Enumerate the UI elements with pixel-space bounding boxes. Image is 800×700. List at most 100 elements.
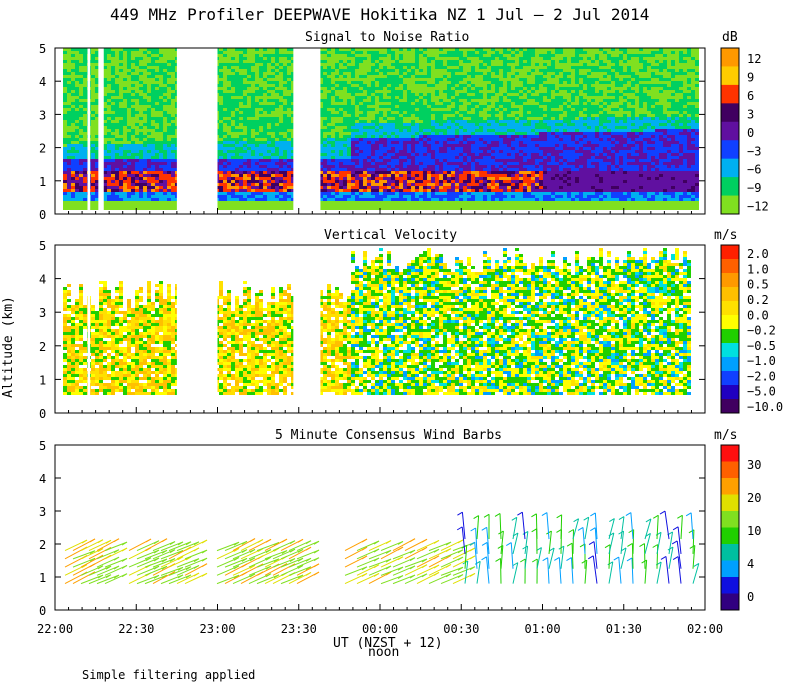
colorbar-tick-label: 4 — [747, 557, 754, 571]
wind-barb-flag — [185, 541, 192, 546]
colorbar-swatch — [721, 315, 739, 330]
wind-barb-flag — [265, 556, 272, 561]
wind-barb-flag — [289, 548, 296, 553]
wind-barb — [558, 557, 562, 584]
colorbar-tick-label: 0 — [747, 590, 754, 604]
wind-barb-flag — [361, 573, 368, 577]
noon-label: noon — [368, 645, 400, 660]
wind-barb-flag — [313, 540, 320, 545]
wind-barb — [144, 565, 168, 576]
colorbar-frame — [720, 47, 740, 215]
wind-barb — [656, 532, 662, 554]
wind-barb-flag — [457, 549, 464, 554]
colorbar-tick-label: 0 — [747, 126, 754, 140]
wind-barb-flag — [97, 565, 104, 570]
wind-barb — [656, 562, 662, 584]
colorbar-tick-label: −12 — [747, 200, 769, 214]
wind-barb-flag — [281, 550, 288, 555]
wind-barb — [256, 541, 280, 552]
wind-barb-flag — [233, 547, 240, 552]
wind-barb — [631, 557, 634, 584]
colorbar-tick-label: 12 — [747, 52, 761, 66]
wind-barb — [620, 516, 625, 540]
colorbar-swatch — [721, 527, 739, 545]
wind-barb-flag — [97, 539, 104, 544]
colorbar-tick-label: 1.0 — [747, 262, 769, 276]
wind-barb — [593, 541, 598, 569]
wind-barb-flag — [297, 538, 304, 543]
wind-barb-flag — [409, 565, 416, 570]
wind-barb-flag — [659, 510, 666, 515]
wind-barb-flag — [641, 559, 647, 564]
colorbar-tick-label: −0.5 — [747, 339, 776, 353]
wind-barb-flag — [297, 574, 304, 579]
wind-barb — [656, 515, 659, 540]
colorbar-tick-label: 30 — [747, 458, 761, 472]
colorbar-swatch — [721, 385, 739, 400]
wind-barb-flag — [548, 547, 555, 552]
wind-barb — [232, 573, 256, 585]
wind-barb — [644, 518, 652, 540]
y-tick-label: 1 — [39, 175, 46, 189]
wind-barb — [440, 574, 464, 585]
wind-barb-flag — [153, 540, 160, 545]
snr-field — [63, 48, 699, 214]
wind-barb-flag — [201, 563, 208, 568]
colorbar-swatch — [721, 343, 739, 358]
wind-barb — [368, 565, 392, 576]
wind-barb — [296, 557, 320, 568]
colorbar-swatch — [721, 357, 739, 372]
wind-barb — [296, 540, 320, 552]
x-tick-label: 23:00 — [200, 622, 236, 636]
colorbar-frame — [720, 244, 740, 414]
wind-barb-flag — [297, 548, 304, 553]
wind-barb — [104, 558, 128, 568]
wind-barb-flag — [105, 574, 112, 579]
wind-barb — [380, 575, 404, 585]
wind-barb-flag — [409, 549, 416, 554]
wind-barb — [392, 565, 416, 576]
wind-barb-flag — [105, 539, 112, 544]
wind-barb — [256, 574, 280, 585]
wind-barb-flag — [445, 541, 452, 546]
wind-barb-flag — [153, 549, 160, 554]
wind-barb — [571, 543, 574, 569]
wind-barb-flag — [385, 565, 392, 570]
wind-barb — [232, 548, 256, 560]
wind-barb-flag — [201, 539, 208, 544]
wind-barb-flag — [554, 557, 560, 561]
wind-barb-flag — [433, 539, 440, 544]
footer-note: Simple filtering applied — [82, 668, 256, 682]
wind-barb — [144, 574, 168, 585]
wind-barb-flag — [607, 561, 614, 566]
wind-barb-flag — [672, 556, 679, 560]
wind-barb-flag — [373, 573, 380, 577]
y-tick-label: 1 — [39, 571, 46, 585]
wind-barb-flag — [361, 546, 368, 551]
wind-barb-flag — [566, 542, 573, 547]
wind-barb-flag — [625, 512, 632, 516]
wind-barb — [160, 574, 184, 585]
wind-barb — [144, 549, 168, 560]
wind-barb-flag — [161, 549, 168, 554]
wind-barb-flag — [628, 529, 634, 534]
colorbar-swatch — [721, 301, 739, 316]
wind-barb — [500, 545, 504, 569]
wind-barb — [168, 566, 192, 576]
wind-barb — [644, 533, 651, 555]
colorbar-swatch — [721, 287, 739, 302]
colorbar-tick-label: −9 — [747, 181, 761, 195]
wind-barb-flag — [249, 538, 256, 543]
wind-barb — [80, 565, 104, 576]
colorbar-tick-label: 6 — [747, 89, 754, 103]
wind-barb-flag — [193, 565, 200, 569]
wind-barb-flag — [456, 526, 463, 531]
wind-barb-flag — [145, 538, 152, 543]
panel-title-vv: Vertical Velocity — [324, 228, 458, 243]
wind-barb-flag — [385, 571, 392, 576]
colorbar-swatch — [721, 544, 739, 561]
wind-barb — [280, 574, 304, 585]
wind-barb — [96, 574, 120, 585]
